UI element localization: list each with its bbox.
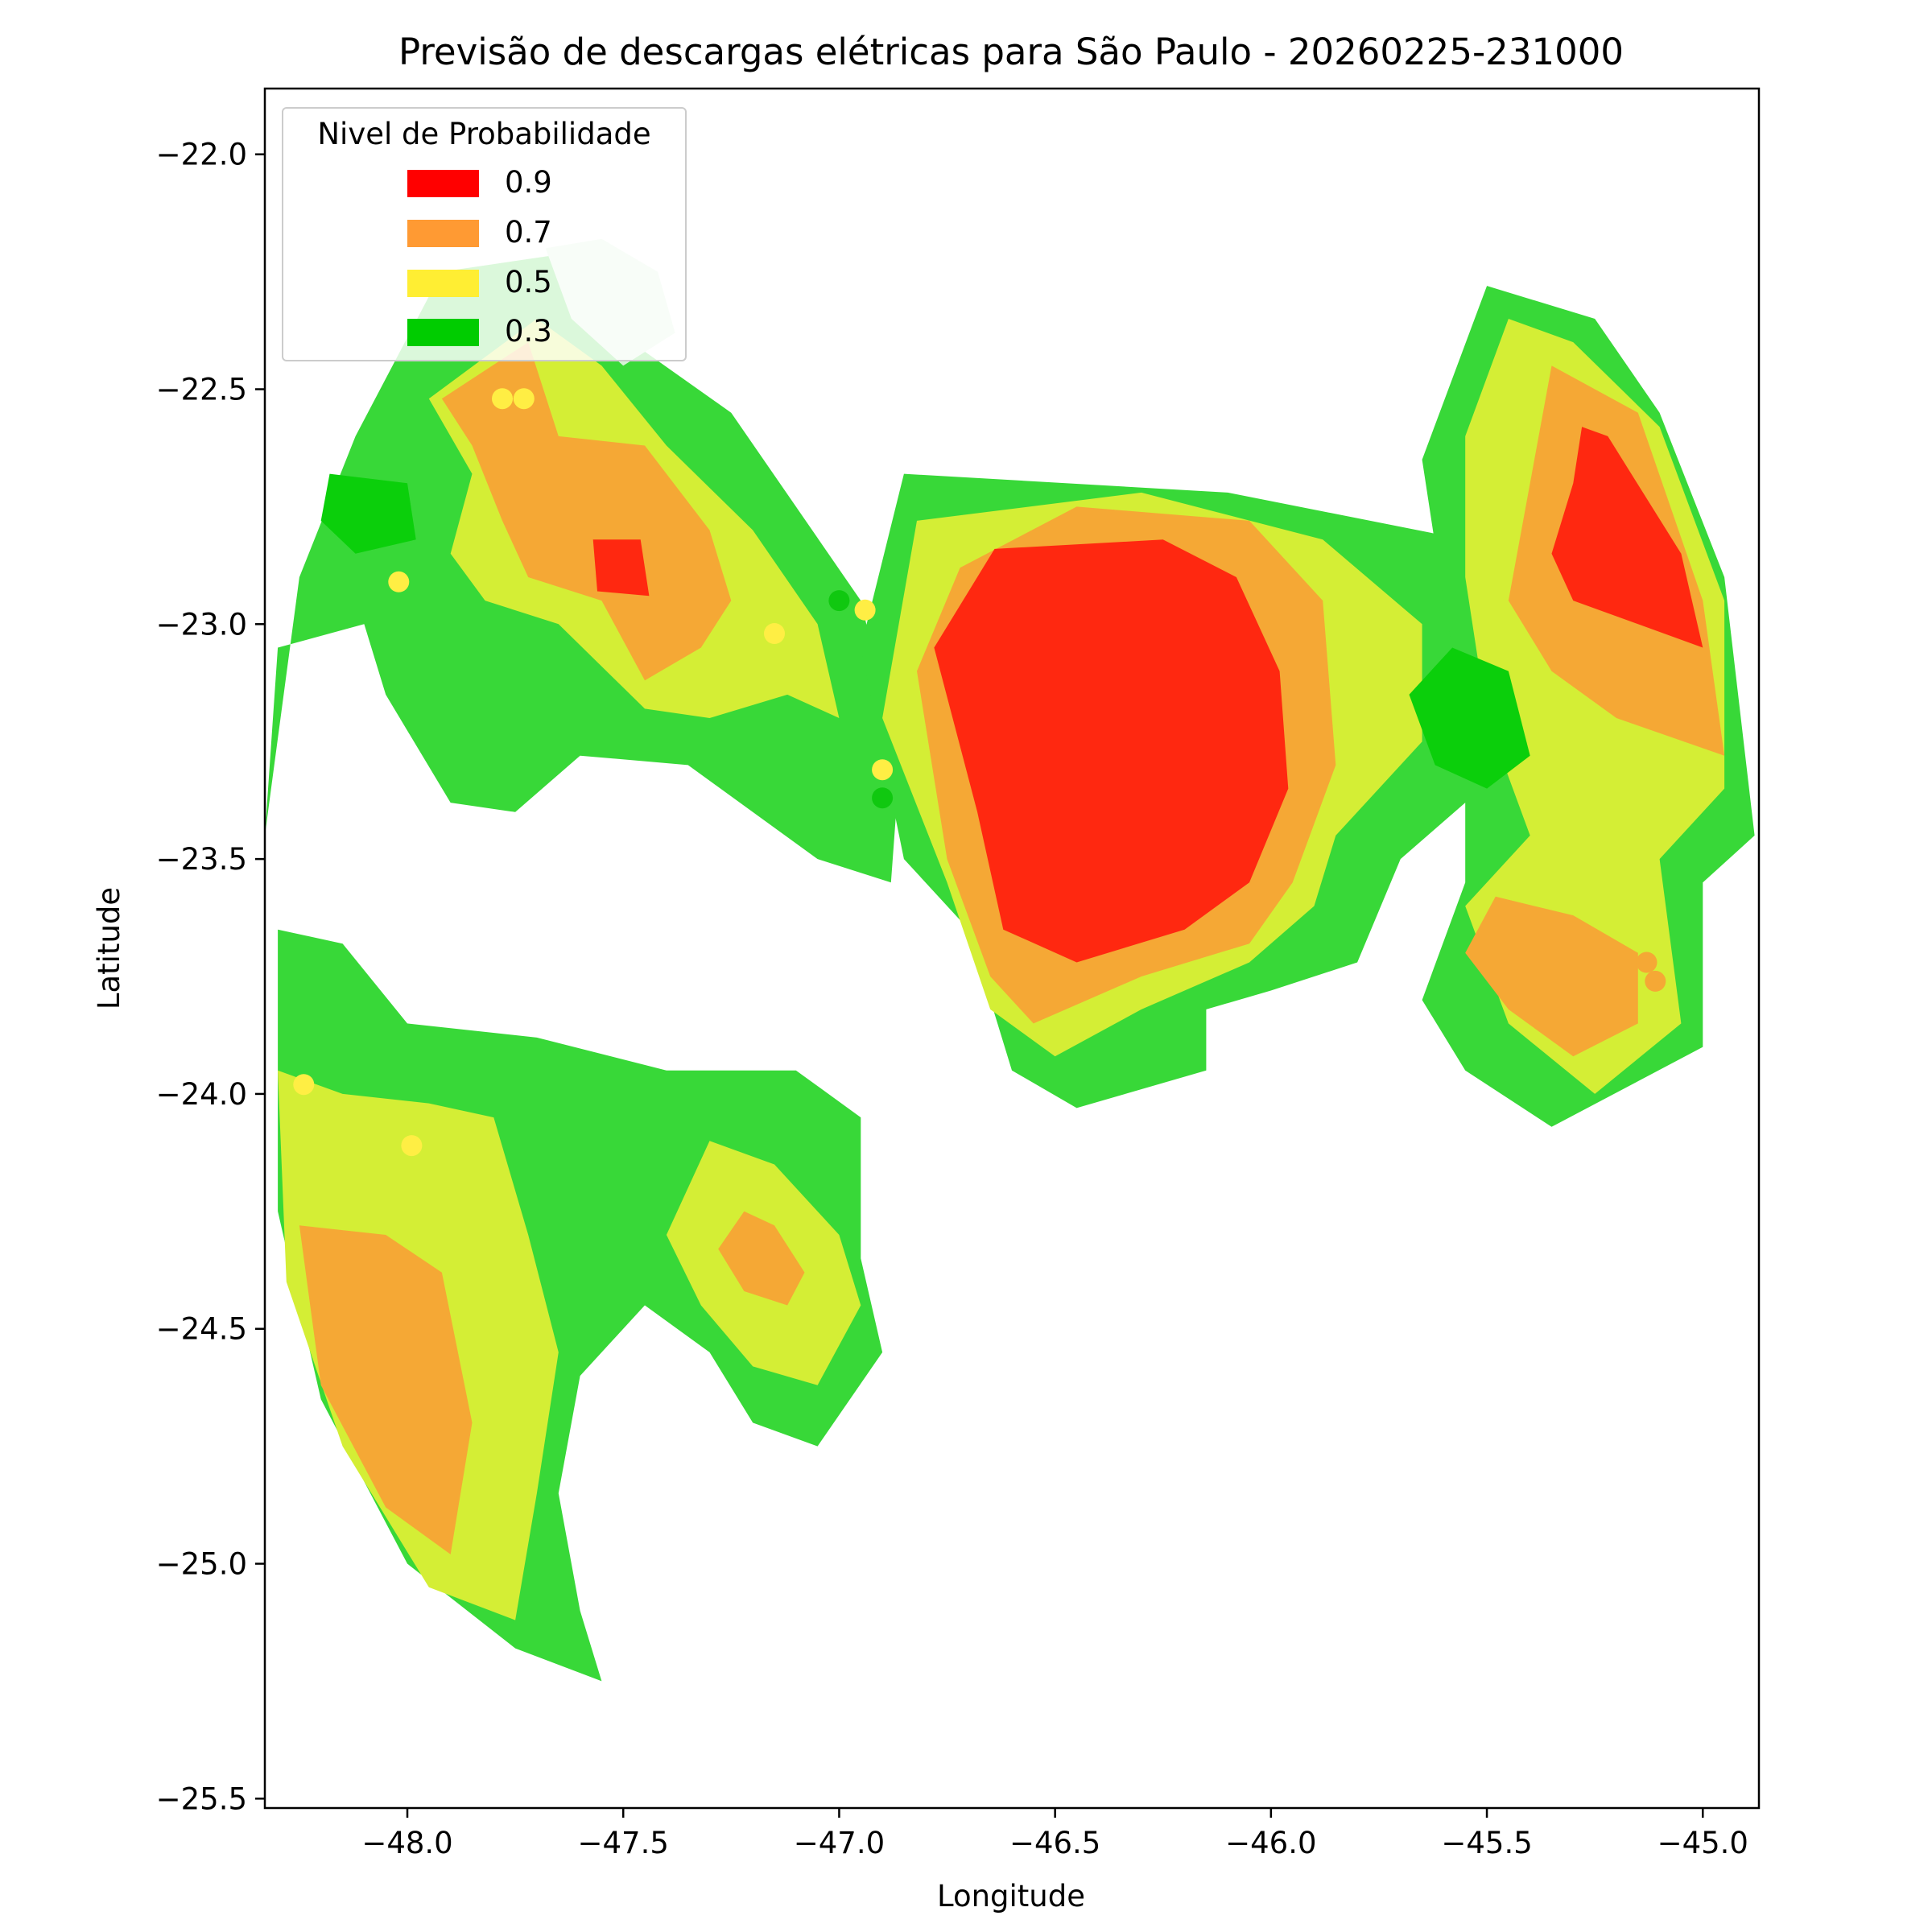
point-marker-0 — [388, 571, 410, 592]
x-tick-label: −47.0 — [794, 1826, 885, 1860]
plot-frame — [263, 87, 1761, 1810]
region-central-red-0.9 — [934, 539, 1289, 963]
y-tick-label: −22.0 — [156, 138, 247, 172]
y-tick-label: −25.5 — [156, 1781, 247, 1816]
x-tick-label: −46.0 — [1225, 1826, 1316, 1860]
region-east-red-0.9 — [1551, 427, 1703, 648]
region-west-red-0.9 — [592, 539, 650, 597]
y-tick-label: −24.5 — [156, 1312, 247, 1347]
legend-label: 0.7 — [505, 215, 552, 250]
point-marker-6 — [872, 759, 894, 781]
y-tick-label: −24.0 — [156, 1077, 247, 1112]
legend-title: Nivel de Probabilidade — [317, 117, 651, 151]
point-marker-5 — [828, 590, 850, 612]
y-axis: −22.0 −22.5 −23.0 −23.5 −24.0 −24.5 −25.0 −25.5 — [156, 138, 265, 1816]
point-marker-8 — [293, 1074, 315, 1096]
point-marker-11 — [1645, 970, 1666, 992]
region-southwest-orange-0.7 — [299, 1225, 473, 1554]
legend-swatch-green — [407, 319, 479, 346]
y-tick-label: −25.0 — [156, 1547, 247, 1582]
legend-swatch-orange — [407, 220, 479, 247]
point-marker-10 — [1636, 952, 1657, 973]
legend-label: 0.5 — [505, 265, 552, 299]
point-marker-2 — [513, 388, 535, 410]
plot-area — [265, 238, 1755, 1682]
legend: Nivel de Probabilidade 0.9 0.7 0.5 0.3 — [282, 107, 687, 361]
point-marker-9 — [401, 1135, 423, 1157]
legend-swatch-red — [407, 170, 479, 197]
y-tick-label: −22.5 — [156, 373, 247, 407]
region-dense-green-west — [320, 473, 416, 554]
legend-label: 0.3 — [505, 314, 552, 349]
y-axis-label: Latitude — [92, 887, 126, 1009]
point-marker-1 — [492, 388, 513, 410]
point-marker-3 — [764, 623, 785, 644]
x-tick-label: −45.0 — [1657, 1826, 1748, 1860]
point-marker-7 — [872, 787, 894, 809]
region-south-central-orange-0.7 — [718, 1211, 805, 1306]
legend-label: 0.9 — [505, 165, 552, 200]
region-dense-green-east — [1409, 647, 1530, 789]
y-tick-label: −23.5 — [156, 842, 247, 877]
x-tick-label: −48.0 — [361, 1826, 452, 1860]
x-tick-label: −46.5 — [1009, 1826, 1100, 1860]
point-marker-4 — [854, 599, 876, 621]
legend-swatch-yellow — [407, 270, 479, 297]
x-tick-label: −47.5 — [578, 1826, 669, 1860]
region-west-orange-0.7 — [441, 342, 732, 681]
x-axis-label: Longitude — [937, 1879, 1085, 1913]
y-tick-label: −23.0 — [156, 607, 247, 642]
point-markers — [293, 388, 1666, 1157]
region-east-orange-lower-0.7 — [1465, 896, 1638, 1057]
x-tick-label: −45.5 — [1441, 1826, 1532, 1860]
chart-title: Previsão de descargas elétricas para São… — [398, 31, 1624, 73]
x-axis: −48.0 −47.5 −47.0 −46.5 −46.0 −45.5 −45.0 — [361, 1808, 1748, 1860]
